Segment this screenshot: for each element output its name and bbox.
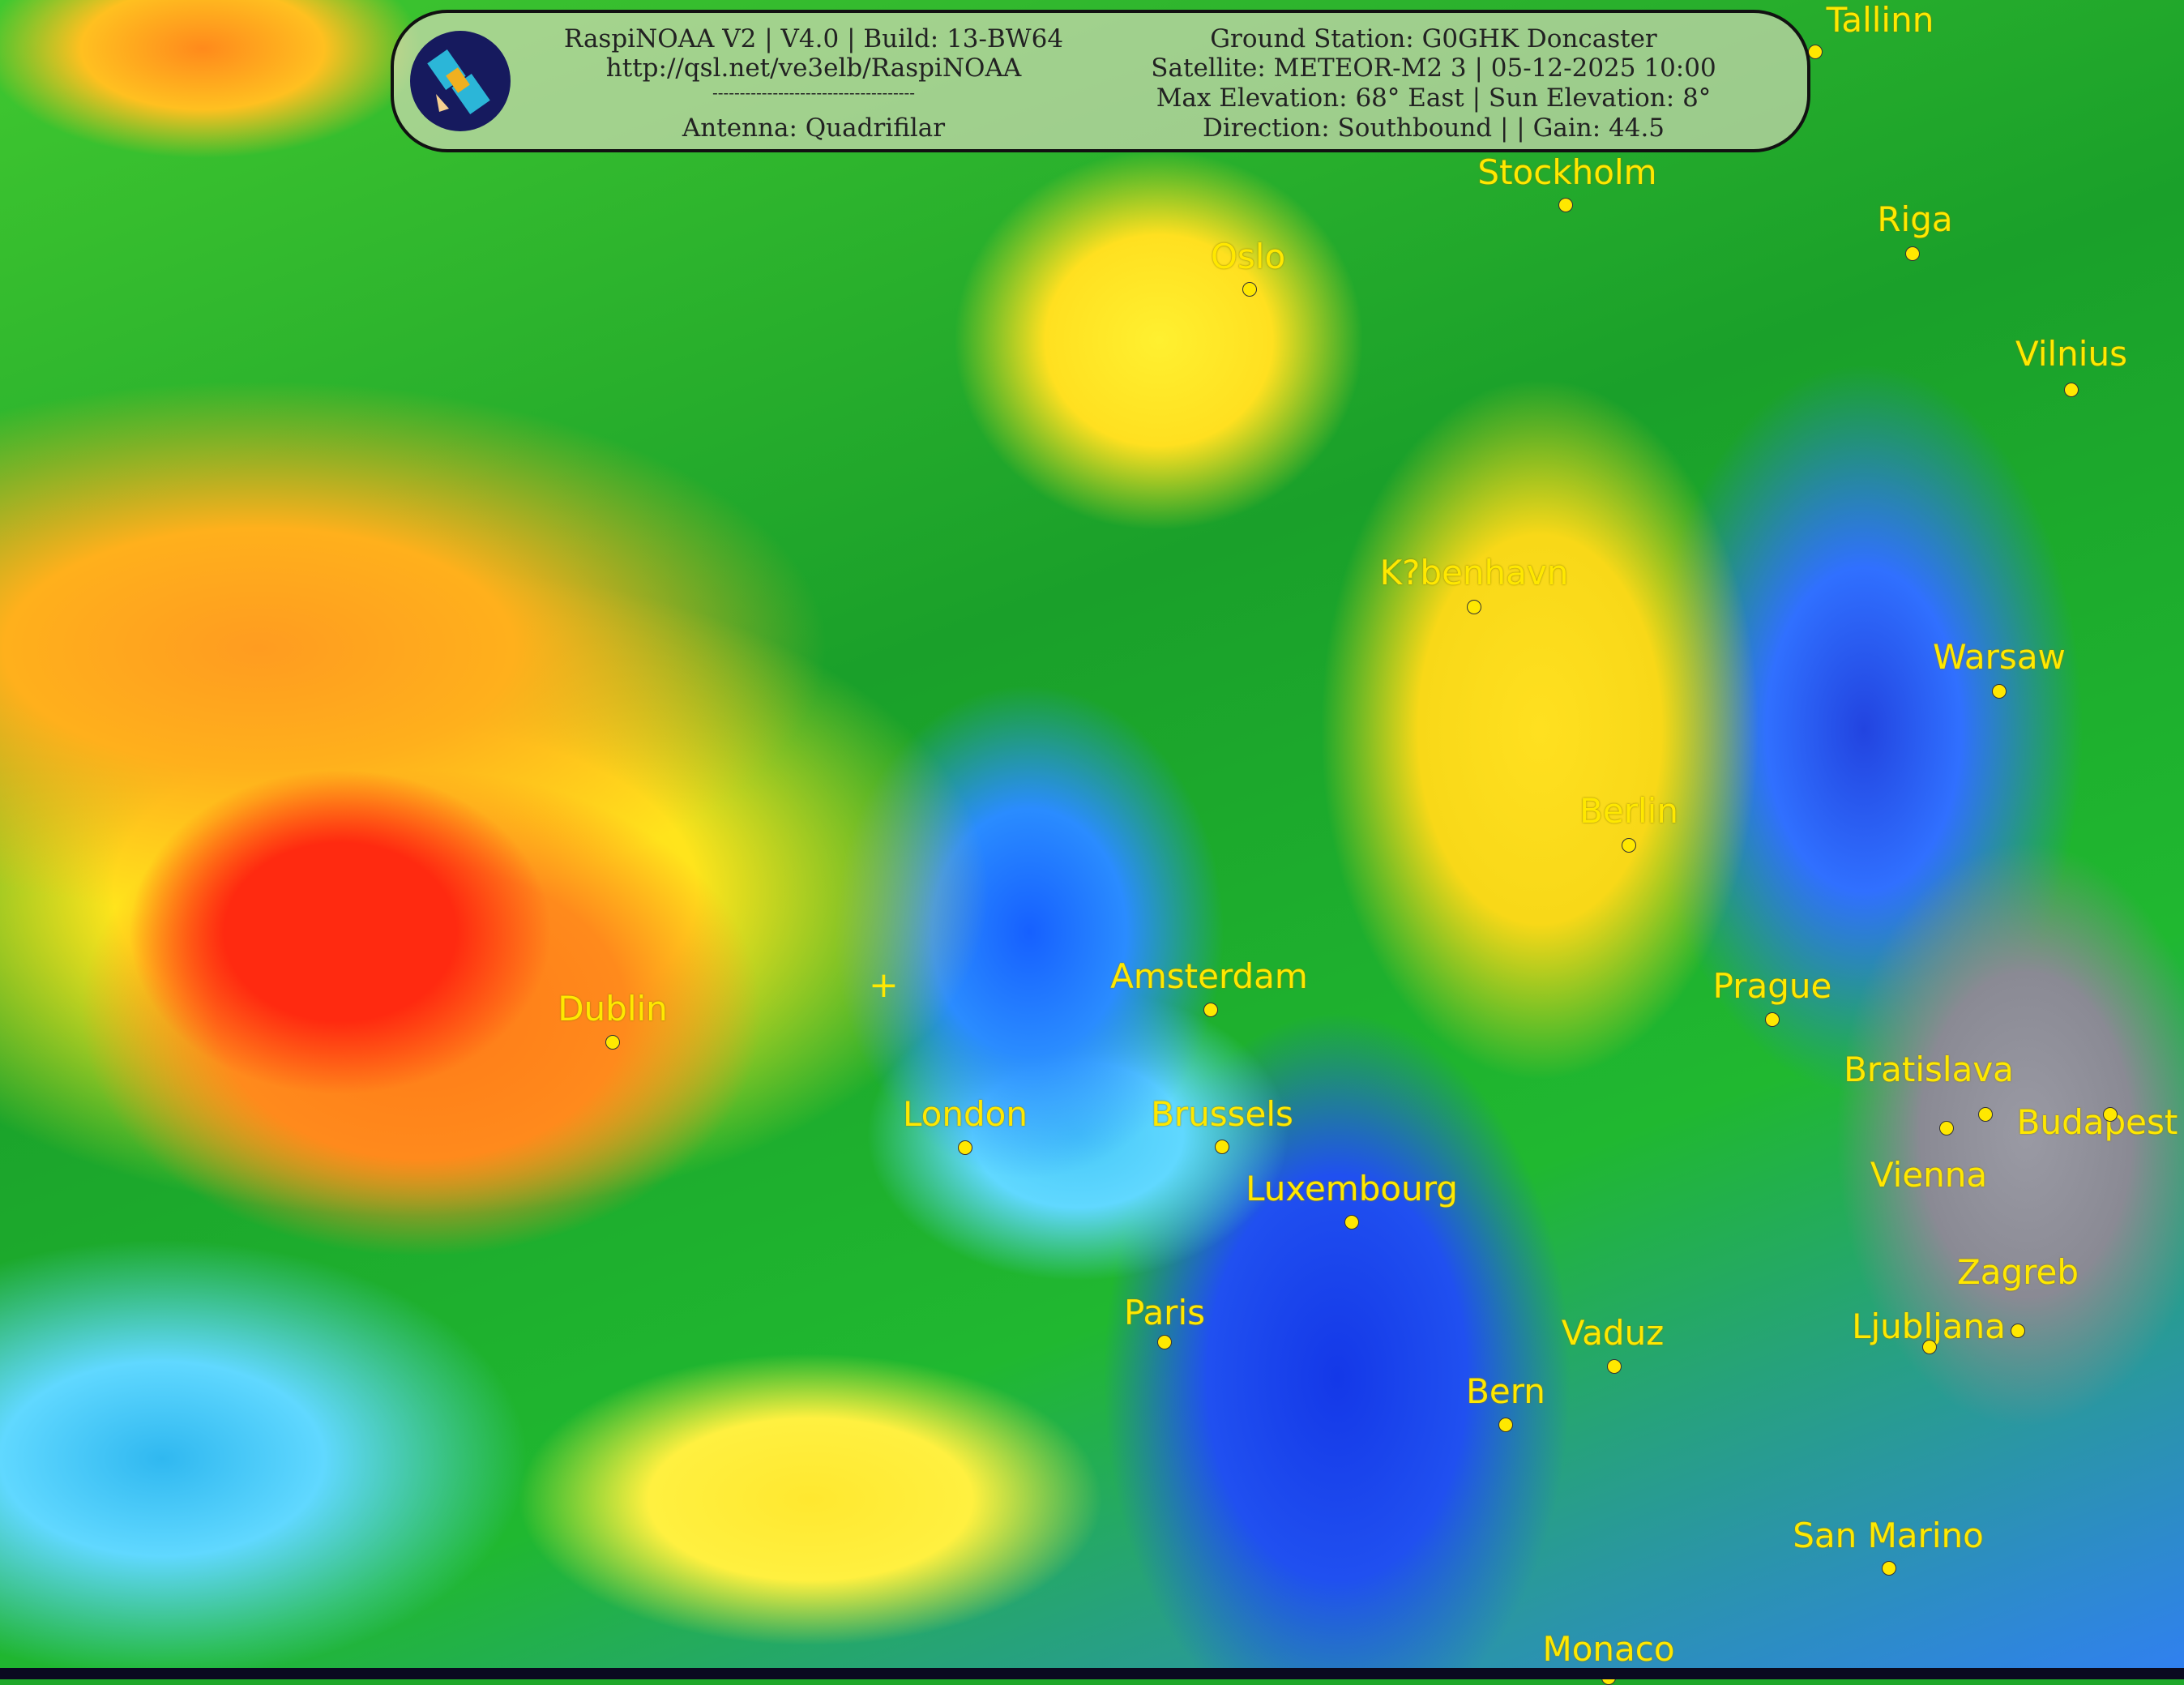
city-marker — [1622, 838, 1636, 853]
city-label: Brussels — [1151, 1094, 1293, 1134]
city-label: Bern — [1466, 1371, 1545, 1411]
city-label: Budapest — [2016, 1102, 2178, 1142]
city-marker — [1905, 246, 1920, 261]
city-label: Luxembourg — [1246, 1169, 1458, 1208]
city-label: Stockholm — [1477, 152, 1657, 192]
city-label: Vienna — [1870, 1155, 1988, 1195]
satellite-pass: Satellite: METEOR-M2 3 | 05-12-2025 10:0… — [1151, 53, 1716, 83]
city-marker — [1467, 600, 1481, 614]
city-label: Dublin — [558, 989, 668, 1029]
antenna-info: Antenna: Quadrifilar — [682, 113, 946, 143]
city-label: Vilnius — [2015, 334, 2127, 374]
bottom-strip — [0, 1668, 2184, 1679]
satellite-logo-icon — [410, 31, 511, 131]
city-marker — [605, 1035, 620, 1050]
city-label: K?benhavn — [1379, 553, 1569, 592]
software-version: RaspiNOAA V2 | V4.0 | Build: 13-BW64 — [563, 24, 1064, 53]
city-marker — [2103, 1107, 2118, 1122]
city-label: London — [903, 1094, 1028, 1134]
city-label: Tallinn — [1826, 0, 1934, 40]
city-label: Vaduz — [1561, 1313, 1665, 1353]
city-marker — [1765, 1012, 1780, 1027]
city-marker — [1498, 1418, 1513, 1432]
city-label: Zagreb — [1956, 1252, 2079, 1292]
city-marker — [1922, 1340, 1937, 1354]
city-marker — [1558, 198, 1573, 212]
city-marker — [1344, 1215, 1359, 1230]
elevation-info: Max Elevation: 68° East | Sun Elevation:… — [1156, 83, 1712, 113]
city-label: Monaco — [1542, 1629, 1675, 1669]
city-label: Berlin — [1579, 791, 1678, 831]
city-marker — [958, 1140, 972, 1155]
city-label: Riga — [1877, 199, 1953, 239]
city-label: Amsterdam — [1110, 956, 1308, 996]
city-label: Prague — [1712, 966, 1832, 1006]
city-label: Warsaw — [1933, 637, 2066, 677]
city-marker — [1607, 1359, 1622, 1374]
city-marker — [2064, 383, 2079, 397]
city-label: San Marino — [1793, 1516, 1984, 1555]
city-marker — [1157, 1335, 1172, 1349]
city-marker — [1203, 1003, 1218, 1017]
city-marker — [1215, 1140, 1229, 1154]
city-marker — [2011, 1324, 2025, 1338]
direction-gain: Direction: Southbound | | Gain: 44.5 — [1202, 113, 1665, 143]
city-label: Paris — [1124, 1293, 1205, 1332]
city-label: Ljubljana — [1852, 1307, 2006, 1346]
ground-station-marker: + — [869, 964, 899, 1006]
city-marker — [1242, 282, 1257, 297]
city-marker — [1808, 45, 1823, 59]
separator: ------------------------------------- — [712, 83, 916, 102]
city-label: Bratislava — [1844, 1050, 2014, 1089]
city-marker — [1939, 1121, 1954, 1135]
city-marker — [1992, 684, 2007, 699]
project-url: http://qsl.net/ve3elb/RaspiNOAA — [605, 53, 1022, 83]
city-marker — [1882, 1561, 1896, 1576]
city-label: Oslo — [1210, 237, 1286, 276]
ground-station: Ground Station: G0GHK Doncaster — [1210, 24, 1657, 53]
info-banner: RaspiNOAA V2 | V4.0 | Build: 13-BW64 htt… — [391, 10, 1810, 152]
city-marker — [1978, 1107, 1993, 1122]
